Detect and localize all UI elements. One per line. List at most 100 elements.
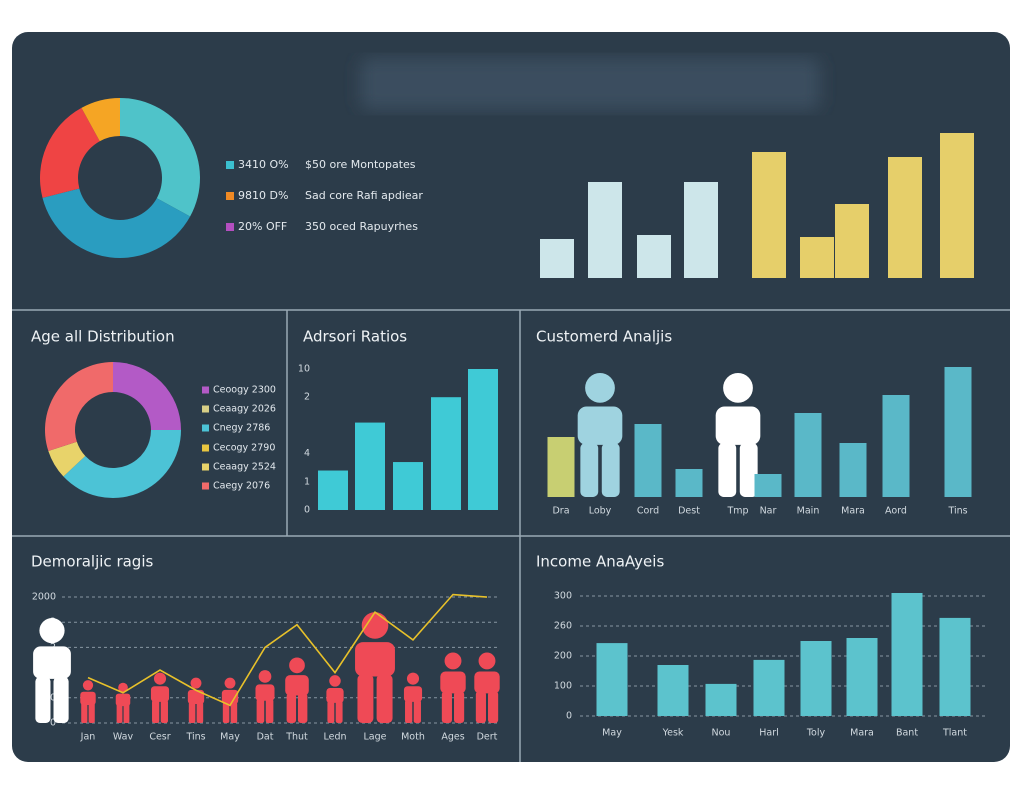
person-icon (285, 657, 309, 723)
bar (888, 157, 922, 278)
person-head (361, 612, 389, 639)
x-tick-label: Bant (896, 728, 918, 739)
person-body (355, 642, 395, 677)
blurred-header (360, 58, 820, 110)
x-tick-label: Dat (257, 732, 274, 743)
person-head (82, 680, 94, 691)
bar (800, 641, 832, 716)
x-tick-label: Aord (885, 506, 907, 517)
legend-label: 9810 D% (238, 189, 288, 202)
bar (754, 474, 782, 497)
legend-detail: 350 oced Rapuyrhes (305, 220, 418, 233)
person-icon (221, 677, 239, 723)
x-tick-label: Toly (806, 728, 826, 739)
y-tick-label: 260 (554, 621, 572, 632)
x-tick-label: Dert (477, 732, 498, 743)
bar (634, 424, 662, 497)
chart-title: Adrsori Ratios (303, 328, 407, 346)
person-leg (488, 691, 499, 723)
person-head (224, 677, 236, 689)
legend-swatch (226, 223, 234, 231)
x-tick-label: Mara (841, 506, 865, 517)
person-head (39, 618, 65, 644)
person-body (221, 689, 239, 704)
donut-segment (39, 107, 100, 198)
legend-swatch (202, 444, 209, 452)
donut-segment (48, 441, 86, 477)
y-tick-label: 4 (304, 448, 310, 459)
person-leg (739, 442, 758, 497)
dividers (12, 309, 1010, 762)
legend-swatch (226, 192, 234, 200)
bar (684, 182, 718, 278)
x-tick-label: Cesr (149, 732, 170, 743)
y-tick-label: 10 (298, 364, 310, 375)
chart-title: Customerd Analjis (536, 328, 672, 346)
person-body (474, 671, 500, 694)
person-leg (405, 699, 413, 723)
legend-swatch (202, 482, 209, 490)
bar (540, 239, 574, 278)
person-body (285, 675, 309, 696)
x-tick-label: Lage (364, 732, 387, 743)
chart-title: Income AnaAyeis (536, 553, 664, 571)
bar (891, 593, 923, 716)
x-tick-label: Tins (185, 732, 205, 743)
legend-swatch (202, 424, 209, 432)
person-leg (376, 674, 393, 723)
bar (547, 437, 575, 497)
person-icon (187, 677, 205, 723)
person-leg (188, 701, 196, 723)
person-leg (297, 693, 308, 723)
bar (393, 462, 423, 510)
person-leg (286, 693, 297, 723)
x-tick-label: Yesk (662, 728, 684, 739)
person-icon (326, 675, 344, 723)
donut-segment (44, 362, 113, 452)
person-icon (474, 652, 500, 723)
x-tick-label: Tmp (726, 506, 748, 517)
legend-label: Cnegy 2786 (213, 423, 270, 434)
person-leg (222, 701, 230, 723)
person-head (723, 373, 753, 403)
donut-segment (81, 98, 120, 142)
bar (940, 133, 974, 278)
person-head (289, 657, 305, 674)
bar (596, 643, 628, 716)
x-tick-label: Nar (760, 506, 777, 517)
x-tick-label: Tins (947, 506, 967, 517)
bar (752, 152, 786, 278)
person-leg (441, 691, 452, 723)
x-tick-label: Moth (401, 732, 425, 743)
bar (468, 369, 498, 510)
legend-swatch (202, 405, 209, 413)
person-icon (403, 672, 423, 723)
x-tick-label: Nou (712, 728, 731, 739)
x-tick-label: Dest (678, 506, 700, 517)
person-head (190, 677, 202, 689)
chart-title: Age all Distribution (31, 328, 175, 346)
person-leg (53, 676, 69, 723)
y-tick-label: 1 (304, 476, 310, 487)
bar (882, 395, 910, 497)
person-head (153, 672, 167, 685)
person-body (33, 646, 71, 679)
x-tick-label: Dra (552, 506, 569, 517)
x-tick-label: Wav (113, 732, 134, 743)
x-tick-label: Harl (759, 728, 779, 739)
person-leg (230, 701, 238, 723)
person-leg (580, 442, 599, 497)
bar (637, 235, 671, 278)
person-icon (577, 373, 623, 497)
x-tick-label: Ledn (323, 732, 346, 743)
x-tick-label: Loby (589, 506, 612, 517)
person-leg (88, 703, 95, 723)
y-tick-label: 0 (304, 505, 310, 516)
person-leg (335, 700, 343, 723)
bar (355, 422, 385, 510)
bar (835, 204, 869, 278)
person-icon (440, 652, 466, 723)
legend-detail: $50 ore Montopates (305, 158, 416, 171)
person-leg (413, 699, 421, 723)
